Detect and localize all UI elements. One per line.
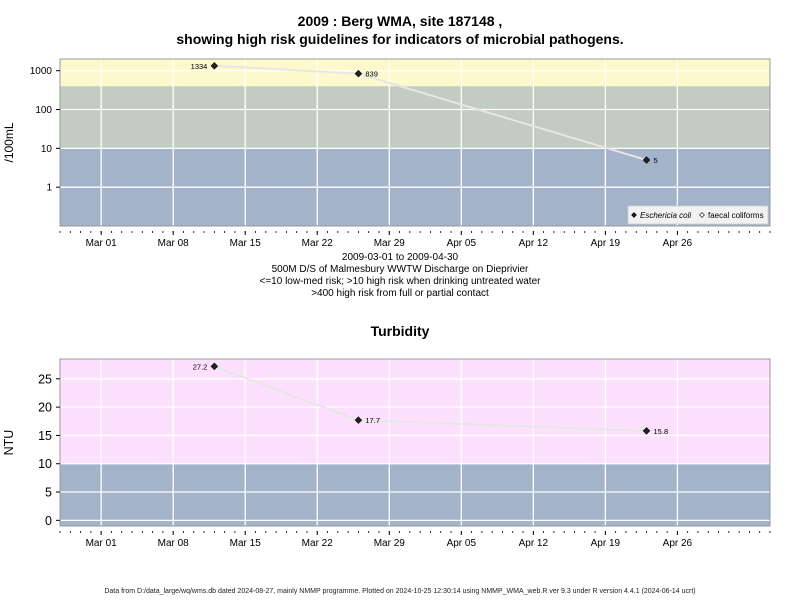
data-point [354, 416, 363, 424]
x-tick-label: Apr 26 [663, 538, 693, 549]
x-tick-label: Apr 26 [663, 238, 693, 249]
data-point [354, 69, 363, 78]
risk-band-0 [60, 463, 770, 526]
data-label: 5 [654, 156, 658, 165]
date-range-note: 2009-03-01 to 2009-04-30 [341, 252, 459, 263]
data-point [642, 156, 651, 164]
x-tick-label: Apr 12 [519, 538, 549, 549]
x-tick-label: Mar 08 [158, 238, 190, 249]
y-tick-label: 5 [45, 486, 52, 500]
x-tick-label: Mar 29 [374, 238, 406, 249]
risk-band-2 [60, 59, 770, 87]
site-description-note: 500M D/S of Malmesbury WWTW Discharge on… [271, 264, 529, 275]
x-tick-label: Mar 01 [86, 238, 118, 249]
data-label: 1334 [191, 62, 208, 71]
x-tick-label: Mar 22 [302, 538, 334, 549]
y-tick-label: 100 [35, 105, 52, 116]
x-tick-label: Mar 15 [230, 238, 262, 249]
x-tick-label: Mar 15 [230, 538, 262, 549]
legend-entry: Eschericia coli [640, 211, 691, 220]
turbidity-title: Turbidity [370, 323, 430, 339]
y-tick-label: 15 [38, 429, 52, 443]
x-tick-label: Mar 01 [86, 538, 118, 549]
plot-frame [59, 358, 771, 527]
data-label: 15.8 [654, 427, 669, 436]
x-tick-label: Mar 08 [158, 538, 190, 549]
y-tick-label: 10 [38, 457, 52, 471]
x-tick-label: Apr 05 [447, 238, 477, 249]
x-tick-label: Mar 22 [302, 238, 334, 249]
y-axis-label: /100mL [2, 122, 16, 162]
plot-frame [59, 58, 771, 227]
risk-band-1 [60, 86, 770, 149]
turbidity-chart: 0 5 10 15 20 25 Mar 01 Mar 08 Mar 15 Mar 22 Mar 29… [2, 358, 771, 549]
y-tick-label: 25 [38, 372, 52, 386]
chart-subtitle: showing high risk guidelines for indicat… [176, 31, 624, 47]
y-tick-label: 0 [45, 514, 52, 528]
footer-note: Data from D:/data_large/wq/wms.db dated … [104, 588, 696, 595]
risk-band-1 [60, 359, 770, 464]
x-tick-label: Mar 29 [374, 538, 406, 549]
data-label: 17.7 [365, 416, 380, 425]
y-tick-label: 1000 [30, 66, 53, 77]
x-tick-label: Apr 19 [591, 238, 621, 249]
y-tick-label: 10 [41, 144, 53, 155]
legend-entry: faecal coliforms [708, 211, 764, 220]
risk-note-low: <=10 low-med risk; >10 high risk when dr… [259, 276, 541, 287]
y-axis-label: NTU [2, 430, 16, 456]
y-tick-label: 1 [46, 183, 52, 194]
legend-box [627, 205, 769, 225]
data-point [642, 427, 651, 435]
y-tick-label: 20 [38, 401, 52, 415]
x-tick-label: Apr 05 [447, 538, 477, 549]
legend-marker [631, 212, 637, 218]
x-tick-label: Apr 19 [591, 538, 621, 549]
microbial-chart: 1 10 100 1000 Mar 01 Mar 08 Mar 15 Mar 22 Mar 29… [2, 58, 771, 249]
data-label: 839 [365, 70, 378, 79]
risk-note-high: >400 high risk from full or partial cont… [311, 288, 489, 299]
data-label: 27.2 [193, 362, 208, 371]
legend-marker [699, 212, 705, 218]
data-point [210, 362, 219, 371]
legend: Eschericia coli faecal coliforms [627, 205, 769, 225]
chart-title: 2009 : Berg WMA, site 187148 , [297, 13, 503, 29]
x-tick-label: Apr 12 [519, 238, 549, 249]
data-point [210, 62, 219, 70]
